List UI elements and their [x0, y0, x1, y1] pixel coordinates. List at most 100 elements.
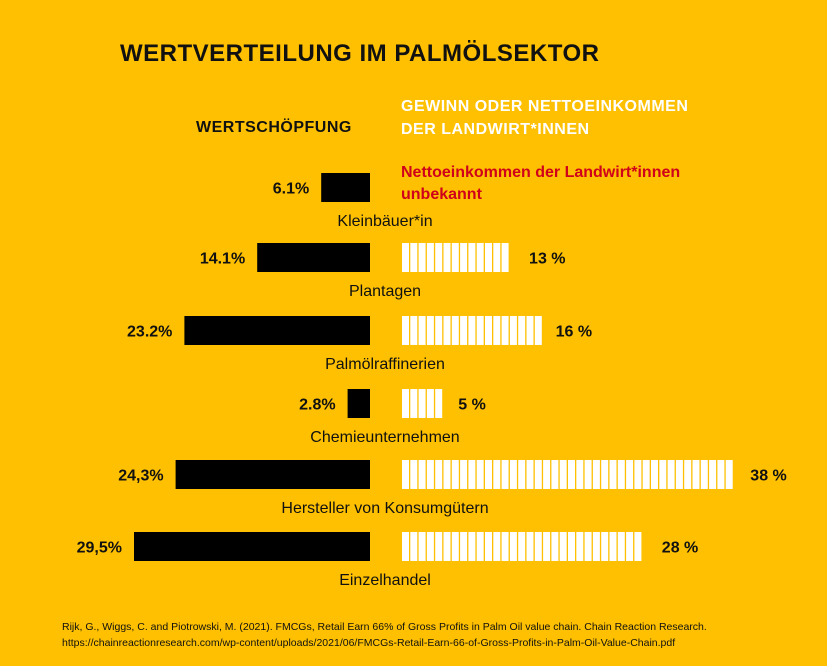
profit-bar-cell	[418, 389, 426, 418]
profit-bar-cell	[426, 243, 434, 272]
category-label: Hersteller von Konsumgütern	[281, 500, 488, 517]
value-added-bar	[321, 173, 370, 202]
profit-bar-cell	[418, 460, 426, 489]
profit-label: 13 %	[529, 251, 565, 268]
profit-bar-cell	[626, 460, 634, 489]
profit-bar-cell	[410, 316, 418, 345]
profit-label: 38 %	[750, 468, 786, 485]
profit-bar-cell	[435, 243, 443, 272]
profit-bar-cell	[543, 532, 551, 561]
profit-bar-cell	[426, 460, 434, 489]
profit-bar-cell	[435, 316, 443, 345]
profit-bar-cell	[493, 460, 501, 489]
profit-bar-cell	[717, 460, 725, 489]
profit-bar-cell	[443, 316, 451, 345]
profit-bar-cell	[410, 389, 418, 418]
profit-bar-cell	[700, 460, 708, 489]
profit-bar-cell	[410, 532, 418, 561]
profit-bar-cell	[443, 532, 451, 561]
profit-bar-cell	[402, 389, 409, 418]
profit-bar-cell	[559, 460, 567, 489]
profit-bar-cell	[509, 460, 517, 489]
profit-bar-cell	[410, 460, 418, 489]
category-label: Einzelhandel	[339, 572, 431, 589]
profit-bar-cell	[410, 243, 418, 272]
profit-bar-cell	[460, 532, 468, 561]
profit-bar-cell	[460, 243, 468, 272]
profit-bar-cell	[576, 460, 584, 489]
profit-bar-cell	[601, 460, 609, 489]
profit-bar-cell	[418, 316, 426, 345]
profit-bar-cell	[601, 532, 609, 561]
profit-bar	[402, 460, 733, 489]
value-added-label: 2.8%	[299, 397, 335, 414]
profit-bar-cell	[626, 532, 634, 561]
profit-bar-cell	[468, 460, 476, 489]
value-added-header: WERTSCHÖPFUNG	[196, 119, 352, 136]
value-added-label: 24,3%	[118, 468, 163, 485]
note-line-1: Nettoeinkommen der Landwirt*innen	[401, 164, 681, 181]
profit-bar-cell	[468, 243, 476, 272]
profit-bar-cell	[426, 316, 434, 345]
source-line-1: Rijk, G., Wiggs, C. and Piotrowski, M. (…	[62, 621, 707, 633]
profit-bar-cell	[443, 243, 451, 272]
profit-bar-cell	[568, 460, 575, 489]
value-added-bar	[257, 243, 370, 272]
profit-bar-cell	[584, 532, 592, 561]
profit-bar-cell	[642, 460, 650, 489]
profit-label: 28 %	[662, 540, 698, 557]
profit-bar-cell	[592, 460, 600, 489]
source-line-2: https://chainreactionresearch.com/wp-con…	[62, 637, 676, 649]
profit-bar-cell	[509, 532, 517, 561]
profit-bar-cell	[476, 460, 484, 489]
profit-bar-cell	[617, 532, 625, 561]
profit-bar-cell	[675, 460, 683, 489]
profit-bar-cell	[485, 316, 492, 345]
note-line-2: unbekannt	[401, 186, 482, 203]
profit-bar-cell	[609, 532, 617, 561]
profit-bar-cell	[443, 460, 451, 489]
profit-bar-cell	[534, 460, 542, 489]
profit-bar-cell	[426, 532, 434, 561]
profit-bar-cell	[501, 316, 509, 345]
profit-bar-cell	[526, 460, 534, 489]
profit-bar-cell	[526, 532, 534, 561]
profit-bar-cell	[501, 243, 509, 272]
profit-bar-cell	[493, 316, 501, 345]
profit-bar-cell	[534, 532, 542, 561]
profit-bar-cell	[418, 243, 426, 272]
profit-bar-cell	[468, 532, 476, 561]
profit-bar-cell	[576, 532, 584, 561]
profit-bar-cell	[426, 389, 434, 418]
profit-bar-cell	[634, 532, 642, 561]
value-chain-chart: 6.1% Kleinbäuer*in 14.1% 13 % Plantagen 23.2%…	[77, 173, 787, 589]
profit-bar-cell	[451, 243, 459, 272]
profit-label: 5 %	[458, 397, 486, 414]
value-added-bar	[175, 460, 370, 489]
profit-bar	[402, 316, 542, 345]
profit-bar-cell	[451, 532, 459, 561]
profit-bar-cell	[402, 532, 409, 561]
profit-bar-cell	[559, 532, 567, 561]
profit-bar-cell	[518, 316, 526, 345]
profit-bar-cell	[526, 316, 534, 345]
category-label: Kleinbäuer*in	[337, 213, 432, 230]
profit-bar-cell	[609, 460, 617, 489]
profit-bar-cell	[518, 460, 526, 489]
profit-label: 16 %	[556, 324, 592, 341]
profit-bar-cell	[493, 243, 501, 272]
category-label: Chemieunternehmen	[310, 429, 459, 446]
profit-bar-cell	[509, 316, 517, 345]
profit-bar-cell	[551, 532, 559, 561]
profit-bar-cell	[476, 532, 484, 561]
profit-bar-cell	[402, 243, 409, 272]
profit-bar-cell	[518, 532, 526, 561]
unknown-income-note: Nettoeinkommen der Landwirt*innen unbeka…	[401, 162, 680, 206]
profit-bar-cell	[568, 532, 575, 561]
profit-bar-cell	[493, 532, 501, 561]
value-added-bar	[347, 389, 370, 418]
value-added-label: 14.1%	[200, 251, 245, 268]
chart-title: WERTVERTEILUNG IM PALMÖLSEKTOR	[120, 40, 600, 67]
value-added-label: 6.1%	[273, 181, 309, 198]
category-label: Palmölraffinerien	[325, 356, 445, 373]
